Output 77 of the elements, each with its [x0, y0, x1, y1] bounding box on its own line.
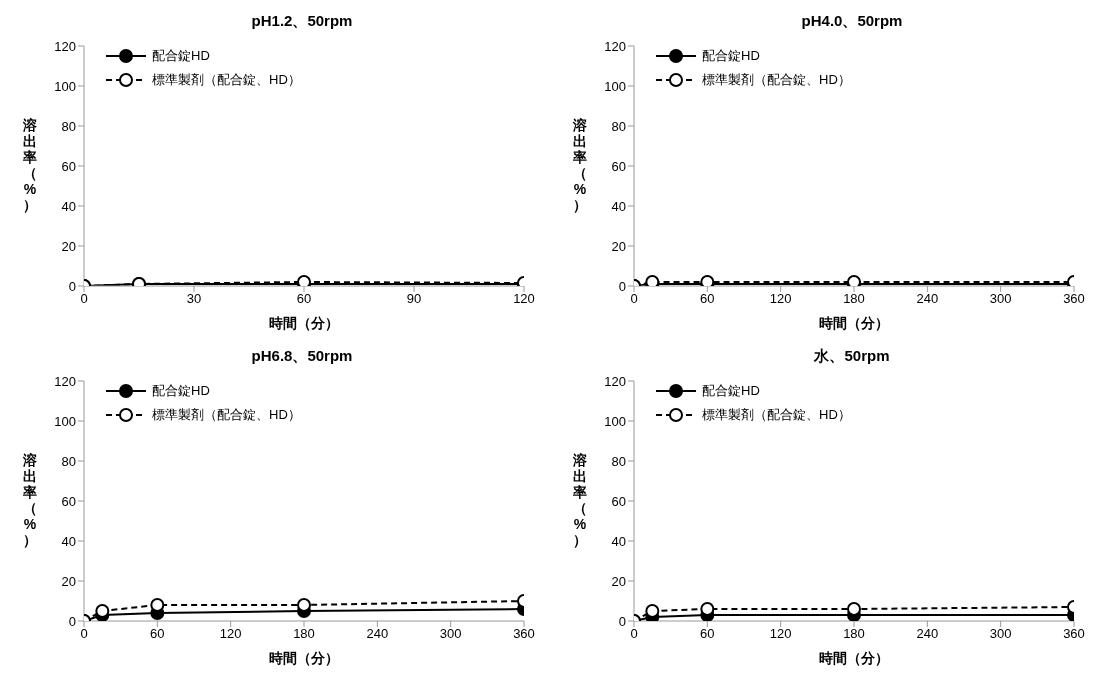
- x-tick-label: 0: [630, 291, 638, 307]
- x-tick-label: 300: [989, 626, 1012, 642]
- y-tick-label: 120: [604, 373, 626, 389]
- y-tick-label: 40: [611, 533, 626, 549]
- chart-title: 水、50rpm: [813, 346, 891, 366]
- legend-label: 標準製剤（配合錠、HD）: [702, 406, 851, 424]
- x-tick-label: 0: [630, 626, 638, 642]
- x-tick-label: 180: [843, 291, 865, 307]
- y-tick-label: 60: [611, 493, 626, 509]
- y-tick-label: 0: [68, 278, 76, 294]
- x-tick-label: 240: [916, 626, 939, 642]
- y-tick-label: 100: [604, 413, 626, 429]
- x-tick-label: 90: [406, 291, 422, 307]
- x-tick-label: 120: [513, 291, 535, 307]
- x-tick-label: 30: [186, 291, 202, 307]
- y-axis-title: 溶出率（%）: [572, 451, 588, 548]
- x-tick-label: 180: [843, 626, 865, 642]
- x-axis-title: 時間（分）: [269, 315, 339, 331]
- x-tick-label: 60: [296, 291, 312, 307]
- x-tick-label: 120: [769, 626, 792, 642]
- x-tick-label: 180: [293, 626, 315, 642]
- x-tick-label: 60: [700, 291, 715, 307]
- y-axis-title: 溶出率（%）: [22, 116, 38, 213]
- y-axis-title: 溶出率（%）: [572, 116, 588, 213]
- y-tick-label: 40: [61, 533, 76, 549]
- y-tick-label: 120: [54, 373, 76, 389]
- y-tick-label: 100: [54, 413, 76, 429]
- y-tick-label: 40: [61, 198, 76, 214]
- point: [95, 604, 110, 618]
- legend-label: 標準製剤（配合錠、HD）: [702, 71, 851, 89]
- point: [150, 598, 165, 612]
- y-tick-label: 0: [618, 613, 626, 629]
- x-axis-title: 時間（分）: [819, 650, 889, 666]
- x-axis-title: 時間（分）: [269, 650, 339, 666]
- chart-title: pH1.2、50rpm: [250, 11, 354, 31]
- y-tick-label: 60: [61, 493, 76, 509]
- legend-label: 配合錠HD: [152, 382, 210, 400]
- y-tick-label: 100: [54, 78, 76, 94]
- chart-title: pH4.0、50rpm: [800, 11, 904, 31]
- legend-label: 配合錠HD: [702, 47, 760, 65]
- y-tick-label: 60: [61, 158, 76, 174]
- legend-label: 配合錠HD: [152, 47, 210, 65]
- x-tick-label: 0: [80, 626, 88, 642]
- y-tick-label: 80: [61, 453, 76, 469]
- y-tick-label: 60: [611, 158, 626, 174]
- x-tick-label: 300: [989, 291, 1012, 307]
- y-tick-label: 80: [611, 118, 626, 134]
- x-axis-title: 時間（分）: [819, 315, 889, 331]
- x-tick-label: 360: [513, 626, 535, 642]
- y-tick-label: 120: [54, 38, 76, 54]
- legend-label: 標準製剤（配合錠、HD）: [152, 71, 301, 89]
- x-tick-label: 360: [1063, 626, 1085, 642]
- x-tick-label: 360: [1063, 291, 1085, 307]
- y-tick-label: 120: [604, 38, 626, 54]
- y-tick-label: 20: [611, 573, 626, 589]
- legend-label: 配合錠HD: [702, 382, 760, 400]
- x-tick-label: 240: [916, 291, 939, 307]
- y-tick-label: 100: [604, 78, 626, 94]
- y-tick-label: 0: [68, 613, 76, 629]
- y-tick-label: 20: [61, 573, 76, 589]
- chart-title: pH6.8、50rpm: [250, 346, 354, 366]
- y-tick-label: 80: [61, 118, 76, 134]
- y-tick-label: 40: [611, 198, 626, 214]
- x-tick-label: 120: [219, 626, 242, 642]
- y-tick-label: 20: [61, 238, 76, 254]
- y-tick-label: 0: [618, 278, 626, 294]
- x-tick-label: 60: [700, 626, 715, 642]
- y-tick-label: 80: [611, 453, 626, 469]
- x-tick-label: 0: [80, 291, 88, 307]
- y-axis-title: 溶出率（%）: [22, 451, 38, 548]
- x-tick-label: 240: [366, 626, 389, 642]
- legend-label: 標準製剤（配合錠、HD）: [152, 406, 301, 424]
- point: [297, 598, 311, 612]
- y-tick-label: 20: [611, 238, 626, 254]
- x-tick-label: 300: [439, 626, 462, 642]
- x-tick-label: 120: [769, 291, 792, 307]
- x-tick-label: 60: [150, 626, 165, 642]
